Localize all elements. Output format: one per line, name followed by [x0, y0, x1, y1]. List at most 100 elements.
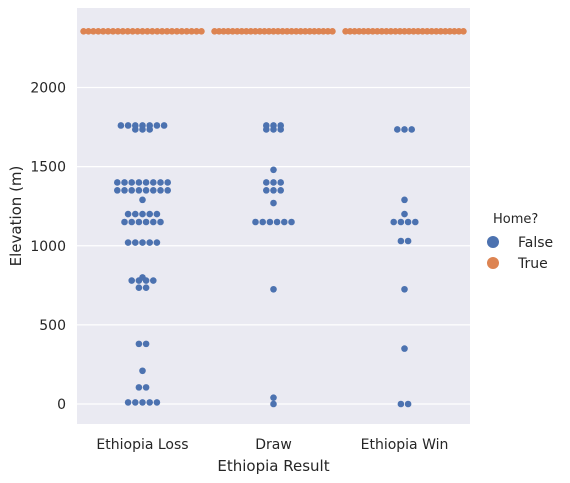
- data-point-false: [135, 284, 143, 291]
- data-point-false: [164, 187, 171, 194]
- data-point-true: [419, 28, 426, 35]
- data-point-false: [270, 179, 277, 186]
- data-point-false: [142, 284, 150, 291]
- data-point-false: [142, 218, 150, 226]
- data-point-true: [114, 28, 122, 35]
- data-point-false: [270, 285, 277, 293]
- data-point-false: [150, 179, 157, 186]
- x-tick-label: Draw: [255, 437, 292, 453]
- data-point-false: [164, 179, 171, 186]
- data-point-false: [270, 400, 277, 408]
- data-point-false: [263, 187, 270, 194]
- data-point-false: [146, 399, 153, 406]
- data-point-false: [142, 187, 150, 194]
- data-point-true: [451, 28, 458, 35]
- y-tick-label: 0: [57, 397, 66, 413]
- data-point-true: [274, 28, 282, 35]
- data-point-true: [315, 28, 323, 35]
- data-point-false: [139, 126, 146, 133]
- data-point-true: [183, 28, 191, 35]
- data-point-false: [135, 277, 143, 284]
- data-point-true: [129, 28, 136, 35]
- data-point-false: [128, 218, 135, 226]
- data-point-false: [128, 277, 135, 284]
- data-point-false: [146, 210, 153, 218]
- data-point-false: [390, 218, 398, 226]
- data-point-false: [270, 126, 277, 133]
- data-point-false: [150, 187, 157, 194]
- data-point-true: [168, 28, 176, 35]
- data-point-true: [261, 28, 268, 35]
- data-point-true: [301, 28, 309, 35]
- data-point-true: [134, 28, 141, 35]
- data-point-false: [139, 210, 146, 218]
- data-point-true: [149, 28, 156, 35]
- y-tick-label: 2000: [30, 81, 66, 97]
- data-point-false: [142, 179, 150, 186]
- y-tick-label: 1500: [30, 160, 66, 176]
- data-point-true: [355, 28, 363, 35]
- data-point-false: [142, 340, 150, 348]
- data-point-true: [283, 28, 291, 35]
- data-point-true: [247, 28, 255, 35]
- data-point-false: [404, 237, 412, 245]
- data-point-false: [401, 345, 408, 352]
- data-point-true: [144, 28, 151, 35]
- data-point-false: [157, 187, 164, 194]
- data-point-false: [397, 400, 405, 408]
- data-point-true: [80, 28, 87, 35]
- data-point-false: [263, 126, 270, 133]
- data-point-true: [224, 28, 232, 35]
- data-point-false: [281, 218, 288, 226]
- data-point-false: [150, 277, 157, 284]
- data-point-false: [288, 218, 295, 226]
- data-point-true: [242, 28, 250, 35]
- data-point-false: [397, 237, 405, 245]
- data-point-true: [373, 28, 381, 35]
- data-point-true: [233, 28, 241, 35]
- data-point-true: [442, 28, 449, 35]
- data-point-false: [135, 218, 143, 226]
- data-point-true: [460, 28, 467, 35]
- data-point-true: [220, 28, 227, 35]
- data-point-true: [342, 28, 349, 35]
- data-point-true: [396, 28, 404, 35]
- legend-marker-false: [487, 236, 499, 248]
- data-point-false: [252, 218, 259, 226]
- data-point-false: [121, 179, 128, 186]
- data-point-true: [85, 28, 92, 35]
- y-tick-label: 1000: [30, 239, 66, 255]
- data-point-true: [252, 28, 259, 35]
- data-point-false: [153, 399, 161, 406]
- data-point-false: [157, 179, 164, 186]
- data-point-false: [404, 218, 412, 226]
- data-point-false: [139, 239, 146, 246]
- data-points: [80, 28, 467, 408]
- data-point-true: [173, 28, 181, 35]
- y-axis-label: Elevation (m): [7, 166, 25, 267]
- data-point-true: [392, 28, 399, 35]
- data-point-true: [360, 28, 367, 35]
- data-point-false: [270, 166, 277, 174]
- data-point-true: [178, 28, 186, 35]
- data-point-true: [256, 28, 264, 35]
- y-tick-label: 500: [39, 318, 66, 334]
- data-point-false: [114, 187, 121, 194]
- data-point-false: [132, 239, 139, 246]
- data-point-true: [288, 28, 295, 35]
- data-point-true: [139, 28, 146, 35]
- legend-label-false: False: [518, 235, 553, 251]
- data-point-true: [446, 28, 454, 35]
- data-point-true: [414, 28, 422, 35]
- data-point-true: [163, 28, 171, 35]
- data-point-true: [270, 28, 277, 35]
- legend-label-true: True: [517, 256, 548, 272]
- data-point-true: [364, 28, 372, 35]
- data-point-true: [351, 28, 358, 35]
- data-point-false: [142, 277, 150, 284]
- data-point-false: [401, 126, 408, 133]
- data-point-false: [273, 218, 281, 226]
- data-point-true: [320, 28, 327, 35]
- data-point-false: [114, 179, 121, 186]
- data-point-true: [401, 28, 408, 35]
